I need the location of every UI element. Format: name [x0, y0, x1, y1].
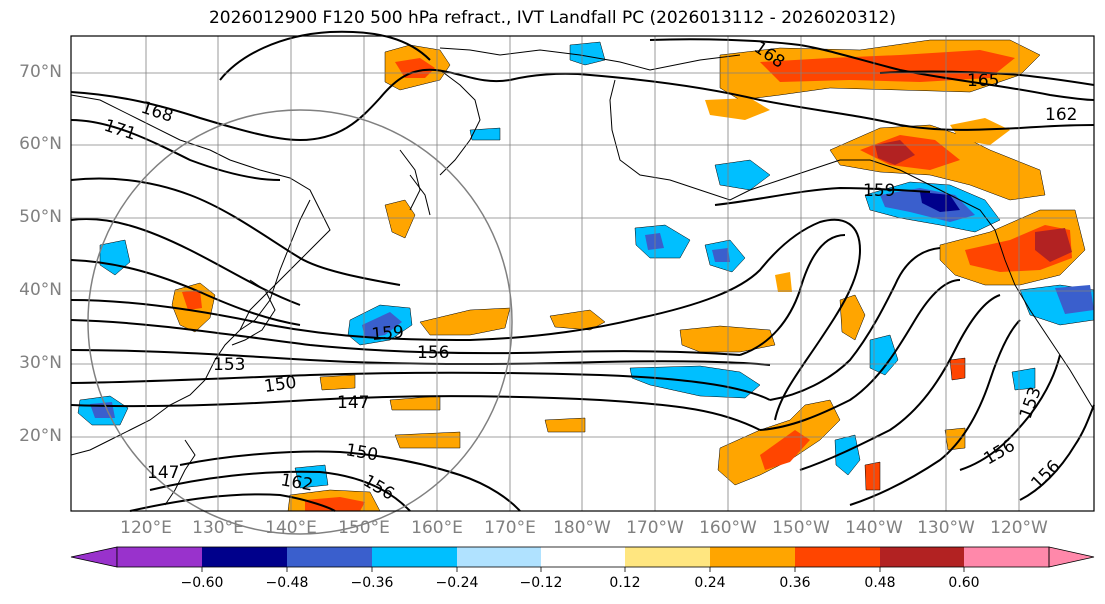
colorbar-tick-label: −0.48: [265, 575, 309, 591]
lon-label: 130°E: [192, 518, 244, 538]
lon-label: 140°E: [265, 518, 317, 538]
contour-label: 153: [213, 355, 245, 375]
colorbar-tick-label: −0.24: [435, 575, 479, 591]
lon-label: 170°W: [626, 518, 684, 538]
colorbar-segment: [457, 547, 541, 567]
lon-label: 130°W: [917, 518, 975, 538]
colorbar-segment: [117, 547, 202, 567]
geopotential-contours: [70, 30, 1095, 512]
map-plot-area: [71, 36, 1094, 511]
colorbar-segment: [710, 547, 795, 567]
lat-label: 30°N: [19, 353, 62, 373]
colorbar-tick-label: −0.36: [350, 575, 394, 591]
colorbar-tick-label: 0.12: [609, 575, 641, 591]
contour-label: 150: [263, 373, 298, 397]
map-title: 2026012900 F120 500 hPa refract., IVT La…: [208, 8, 896, 28]
lon-label: 140°W: [845, 518, 903, 538]
lon-label: 180°W: [553, 518, 611, 538]
colorbar-tick-label: 0.24: [694, 575, 726, 591]
contour-label: 147: [147, 463, 179, 483]
lon-label: 120°E: [120, 518, 172, 538]
colorbar-segment: [372, 547, 457, 567]
positive-anomaly-patches: [171, 39, 1086, 512]
lon-label: 160°E: [411, 518, 463, 538]
colorbar-tick-label: −0.60: [180, 575, 224, 591]
colorbar-tick-label: 0.48: [864, 575, 896, 591]
lon-label: 120°W: [990, 518, 1048, 538]
contour-label: 162: [1045, 105, 1077, 125]
colorbar-extend-high: [1048, 546, 1095, 568]
contour-label: 147: [337, 393, 369, 413]
lon-label: 150°E: [338, 518, 390, 538]
range-circle: [87, 109, 513, 535]
lon-label: 150°W: [772, 518, 830, 538]
lat-label: 60°N: [19, 134, 62, 154]
colorbar-segment: [880, 547, 964, 567]
lat-label: 40°N: [19, 280, 62, 300]
colorbar-tick-label: 0.36: [779, 575, 811, 591]
lon-label: 160°W: [699, 518, 757, 538]
lat-label: 70°N: [19, 62, 62, 82]
coastlines: [70, 47, 1095, 506]
lon-label: 170°E: [484, 518, 536, 538]
map-frame: [70, 35, 1095, 512]
colorbar-extend-low: [70, 546, 118, 568]
contour-label: 159: [371, 322, 405, 345]
contour-label: 165: [967, 71, 999, 91]
colorbar-segment: [287, 547, 372, 567]
colorbar-segment: [795, 547, 880, 567]
contour-label: 159: [863, 181, 895, 201]
lat-label: 20°N: [19, 426, 62, 446]
contour-label: 156: [417, 343, 449, 363]
colorbar-segment: [964, 547, 1049, 567]
colorbar-tick-label: 0.60: [948, 575, 980, 591]
colorbar-tick-label: −0.12: [519, 575, 563, 591]
colorbar-segment: [202, 547, 287, 567]
colorbar: [70, 546, 1095, 572]
map-gridlines: [71, 36, 1094, 511]
colorbar-segment: [625, 547, 710, 567]
colorbar-segment: [541, 547, 625, 567]
lat-label: 50°N: [19, 207, 62, 227]
